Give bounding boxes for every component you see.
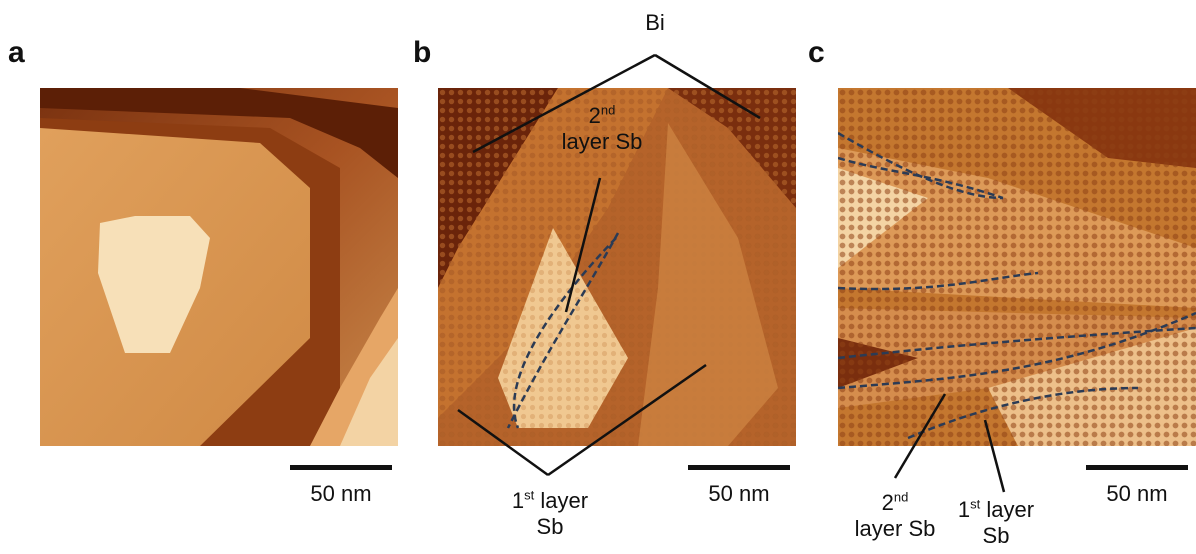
label-b-second-layer: 2nd layer Sb (561, 102, 643, 154)
stm-image-a (40, 88, 398, 446)
scale-label-c: 50 nm (1106, 481, 1168, 506)
panel-letter-a: a (8, 36, 25, 69)
scale-bar-a (290, 465, 392, 470)
label-b-first-layer: 1st layer Sb (511, 487, 589, 539)
panel-letter-b: b (413, 36, 432, 69)
label-c-first-layer: 1st layer Sb (957, 496, 1035, 548)
scale-bar-c (1086, 465, 1188, 470)
label-bi: Bi (645, 10, 665, 35)
label-c-second-layer: 2nd layer Sb (854, 489, 936, 541)
scale-label-a: 50 nm (310, 481, 372, 506)
panel-letter-c: c (808, 36, 825, 69)
scale-label-b: 50 nm (708, 481, 770, 506)
stm-image-c (838, 88, 1196, 446)
scale-bar-b (688, 465, 790, 470)
